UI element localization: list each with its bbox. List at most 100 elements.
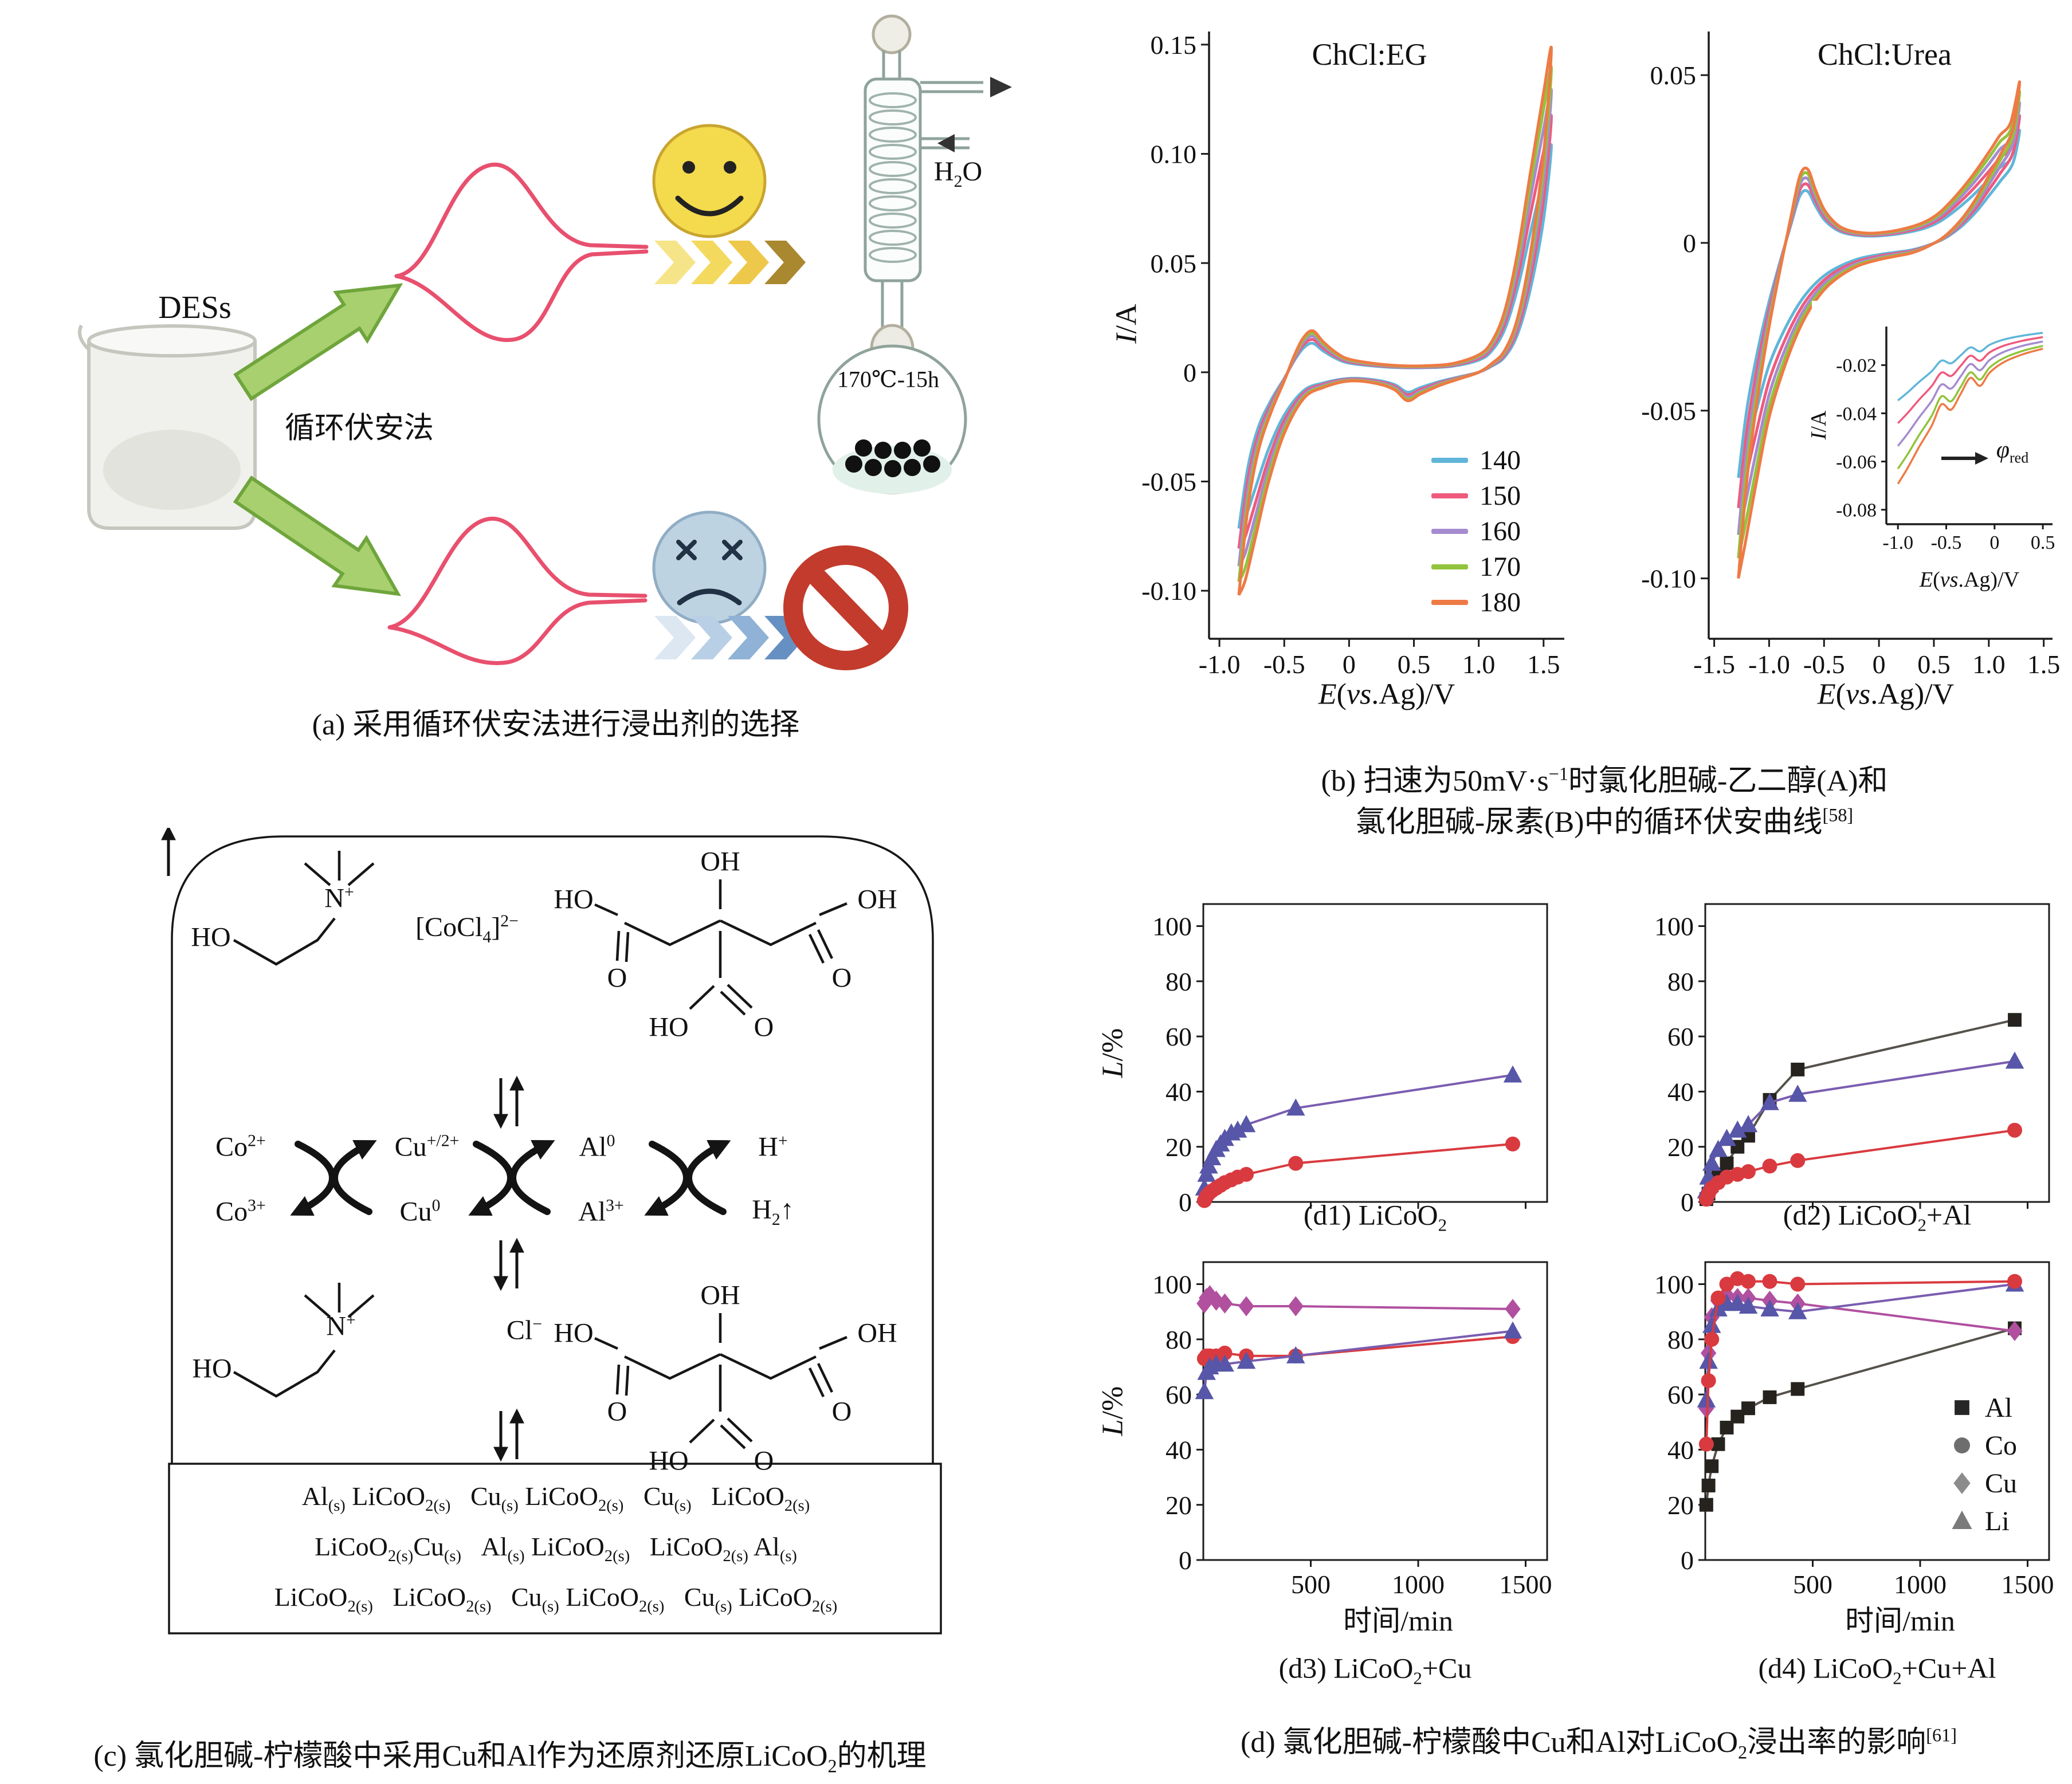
x-tick-label: 1000 xyxy=(1392,1570,1445,1599)
mechanism-container-border xyxy=(171,835,934,1633)
h-plus-label: H+ xyxy=(758,1131,788,1162)
circle-marker xyxy=(1698,1436,1714,1452)
legend-label: Co xyxy=(1985,1430,2018,1461)
y-tick-label: -0.02 xyxy=(1836,355,1877,376)
cv-legend-item: 150 xyxy=(1431,478,1521,513)
cv-plot-eg: 0.15 0.10 0.05 0 -0.05 -0.10 -1.0 -0.5 0 0.5 1.0 1.… xyxy=(1141,30,1564,679)
x-tick-label: 0.5 xyxy=(1917,650,1951,679)
d-legend-item: Co xyxy=(1951,1427,2017,1464)
square-marker xyxy=(1791,1062,1805,1076)
triangle-marker xyxy=(1788,1302,1807,1319)
x-tick-label: -1.5 xyxy=(1693,650,1735,679)
axes: 0.05 0 -0.05 -0.10 -1.5 -1.0 -0.5 0 0.5 1.0 1.5 xyxy=(1641,32,2060,679)
x-tick-label: 0.5 xyxy=(2031,532,2055,553)
triangle-marker xyxy=(1952,1510,1972,1529)
y-tick-label: 80 xyxy=(1667,1325,1694,1354)
d-legend-item: Al xyxy=(1951,1389,2017,1427)
circle-marker xyxy=(1790,1276,1806,1292)
citric1-oh-right: OH xyxy=(857,884,897,915)
caption-d: (d) 氯化胆碱-柠檬酸中Cu和Al对LiCoO2浸出率的影响[61] xyxy=(1241,1724,1957,1763)
y-tick-label: 20 xyxy=(1667,1491,1694,1520)
legend-label: 170 xyxy=(1480,551,1521,582)
legend-label: 150 xyxy=(1480,480,1521,511)
triangle-marker xyxy=(1709,1139,1728,1157)
triangle-marker xyxy=(1760,1093,1779,1110)
beaker-shade xyxy=(103,430,241,510)
series-markers-Co xyxy=(1698,1122,2022,1207)
citric2-o-right: O xyxy=(831,1396,852,1427)
cv-eg-y-axis-label: I/A xyxy=(1110,304,1143,344)
y-tick-label: 40 xyxy=(1667,1436,1694,1465)
y-tick-label: 0 xyxy=(1179,1188,1192,1217)
cv-curves xyxy=(1737,80,2022,579)
diamond-marker xyxy=(1953,1472,1971,1494)
square-marker xyxy=(1791,1382,1805,1396)
square-marker xyxy=(1955,1400,1969,1415)
citric2-oh-top: OH xyxy=(700,1280,740,1311)
citric2-ho-left: HO xyxy=(554,1318,594,1349)
d3-y-axis-label: L/% xyxy=(1096,1386,1129,1436)
choline2-ho-label: HO xyxy=(192,1353,232,1384)
cv-sketch-bottom xyxy=(387,516,647,665)
square-marker xyxy=(1730,1409,1745,1424)
diamond-marker xyxy=(1216,1293,1233,1314)
x-tick-label: 1.5 xyxy=(1527,650,1560,679)
caption-a: (a) 采用循环伏安法进行浸出剂的选择 xyxy=(312,709,800,741)
triangle-marker xyxy=(1709,1299,1728,1317)
triangle-marker xyxy=(1286,1346,1305,1363)
yellow-chevrons-icon xyxy=(654,241,806,284)
equilibrium-arrows-icon xyxy=(161,828,176,876)
green-arrow-down-icon xyxy=(233,476,401,596)
al3-label: Al3+ xyxy=(578,1196,624,1227)
method-label: 循环伏安法 xyxy=(284,412,434,445)
series-markers-Co xyxy=(1196,1136,1520,1208)
choline1-n-label: N+ xyxy=(324,882,354,914)
d-legend-item: Li xyxy=(1951,1502,2017,1540)
x-tick-label: 0 xyxy=(1989,532,1999,553)
blue-chevrons-icon xyxy=(654,616,806,659)
y-tick-label: 0.15 xyxy=(1151,30,1197,60)
series-markers-Li xyxy=(1195,1065,1522,1196)
triangle-marker xyxy=(1739,1296,1758,1314)
cv-curves xyxy=(1237,45,1553,596)
caption-c: (c) 氯化胆碱-柠檬酸中采用Cu和Al作为还原剂还原LiCoO2的机理 xyxy=(93,1740,927,1777)
flask-contents xyxy=(845,77,1012,477)
triangle-marker xyxy=(1215,1354,1234,1372)
y-tick-label: -0.10 xyxy=(1641,564,1696,594)
square-marker xyxy=(1720,1420,1734,1435)
triangle-marker xyxy=(1195,1382,1214,1400)
legend-swatch xyxy=(1431,599,1468,605)
panel-a-illustration xyxy=(78,14,1012,670)
square-marker xyxy=(1720,1156,1734,1170)
cl-label: Cl− xyxy=(506,1314,543,1346)
citric1-ho-left: HO xyxy=(554,884,594,915)
series-markers-Al xyxy=(1699,1321,2022,1512)
triangle-marker xyxy=(1286,1098,1305,1116)
triangle-marker xyxy=(1739,1115,1758,1133)
y-tick-label: -0.05 xyxy=(1641,396,1696,426)
equilibrium-arrows-2 xyxy=(501,1240,517,1288)
citric2-ho-bottom: HO xyxy=(649,1445,689,1476)
y-tick-label: 60 xyxy=(1667,1380,1694,1409)
x-tick-label: -0.5 xyxy=(1803,650,1845,679)
cocl4-label: [CoCl4]2− xyxy=(415,911,519,946)
x-tick-label: 500 xyxy=(1291,1570,1331,1599)
square-marker xyxy=(1705,1459,1719,1473)
co3-label: Co3+ xyxy=(215,1196,266,1227)
triangle-marker xyxy=(1697,1390,1716,1408)
cv-legend-item: 170 xyxy=(1431,549,1521,584)
water-in-arrow-icon xyxy=(937,134,955,152)
circle-marker xyxy=(1239,1166,1254,1182)
legend-swatch xyxy=(1431,493,1468,498)
solid-lattice-box xyxy=(168,1463,942,1634)
plot-frame xyxy=(1202,903,1548,1203)
citric2-o-left: O xyxy=(607,1396,627,1427)
cv-plot-urea: 0.05 0 -0.05 -0.10 -1.5 -1.0 -0.5 0 0.5 1.0 1.5 -0.… xyxy=(1641,32,2071,679)
leach-plot-d4: 0 20 40 60 80 100 500 1000 1500 xyxy=(1654,1261,2054,1599)
square-marker-icon xyxy=(1955,1400,1969,1415)
y-tick-label: 0 xyxy=(1683,229,1696,258)
triangle-marker xyxy=(1728,1294,1747,1311)
cv-urea-title: ChCl:Urea xyxy=(1818,37,1952,72)
condenser-coil xyxy=(869,92,917,263)
